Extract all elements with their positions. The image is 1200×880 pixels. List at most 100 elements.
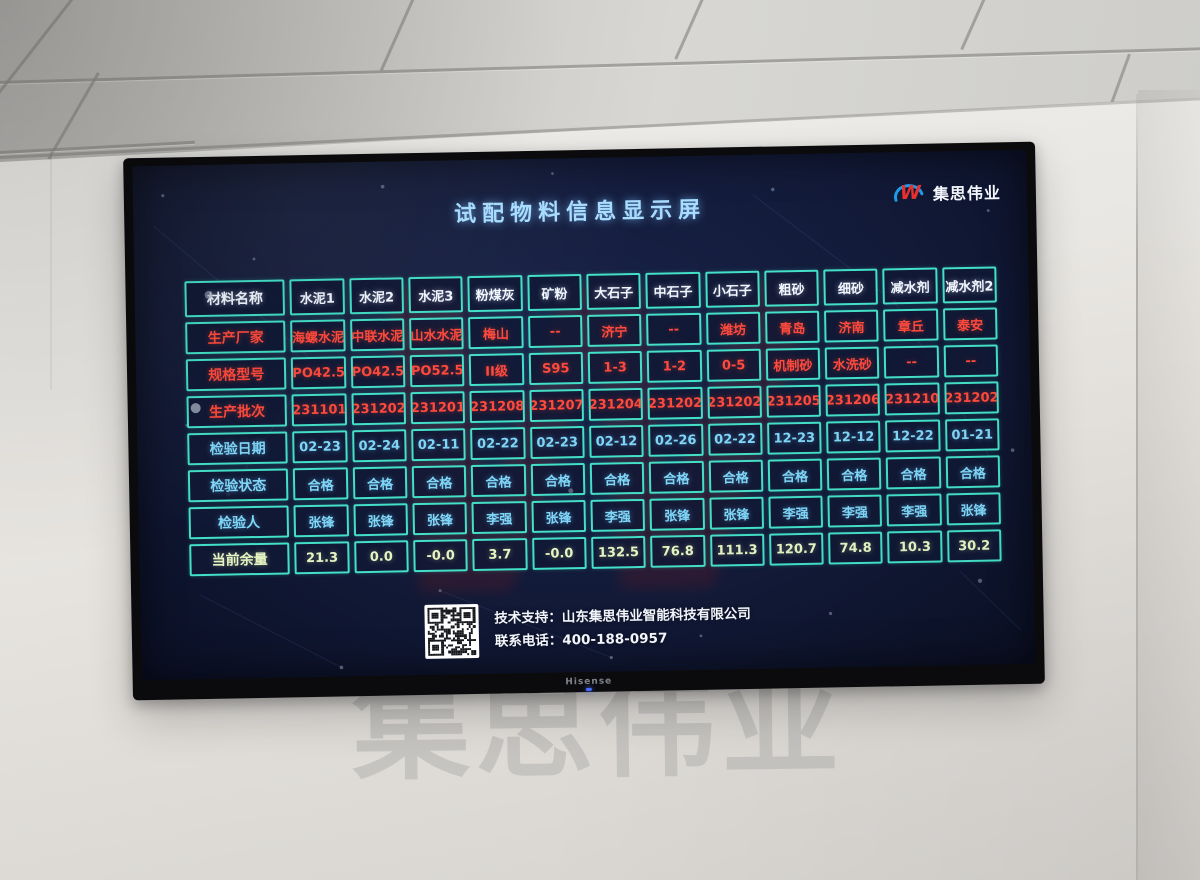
table-cell: -- — [527, 315, 583, 349]
row-label: 当前余量 — [189, 542, 291, 577]
table-cell: 合格 — [471, 464, 526, 498]
table-cell: 海螺水泥 — [290, 319, 346, 353]
table-cell: 张锋 — [293, 504, 349, 538]
table-cell: 132.5 — [591, 535, 646, 569]
qr-code — [424, 603, 480, 659]
row-label: 检验人 — [188, 505, 290, 540]
tv: W 试配物料信息显示屏 W 集思伟业 材料名称 水泥1 水泥2 水泥3 粉煤灰 矿粉 大石子… — [123, 141, 1045, 701]
table-cell: -0.0 — [531, 536, 587, 570]
table-cell: 机制砂 — [765, 347, 821, 381]
table-header-cell: 粉煤灰 — [467, 275, 523, 313]
footer-support-line: 技术支持：山东集思伟业智能科技有限公司 — [494, 606, 751, 627]
table-header-cell: 中石子 — [645, 271, 701, 309]
table-cell: 济宁 — [586, 313, 642, 347]
table-header-cell: 减水剂2 — [941, 266, 997, 304]
table-cell: 合格 — [826, 457, 882, 491]
ceiling-groove — [960, 0, 987, 51]
table-cell: 02-11 — [411, 428, 467, 462]
ceiling — [0, 0, 1200, 162]
table-cell: 合格 — [293, 467, 349, 501]
row-label: 检验日期 — [187, 431, 289, 466]
ceiling-groove — [674, 0, 705, 60]
table-corner-header: 材料名称 — [184, 279, 286, 318]
table-cell: 李强 — [886, 493, 942, 527]
table-header-cell: 小石子 — [704, 270, 760, 308]
brand-logo: W 集思伟业 — [892, 176, 1002, 208]
table-header-cell: 粗砂 — [764, 269, 820, 307]
table-cell: 济南 — [824, 309, 880, 343]
brand-logo-icon: W — [893, 182, 924, 204]
table-cell: 111.3 — [709, 533, 765, 567]
table-cell: 中联水泥 — [349, 318, 405, 352]
table-cell: 水洗砂 — [824, 346, 880, 380]
table-cell: 02-26 — [648, 423, 704, 457]
table-cell: 231204 — [588, 387, 644, 421]
table-cell: 李强 — [471, 501, 527, 535]
table-cell: 合格 — [767, 458, 823, 492]
table-cell: 3.7 — [472, 538, 528, 572]
table-cell: 02-12 — [589, 424, 644, 458]
table-cell: 12-22 — [885, 419, 941, 453]
table-cell: PO42.5 — [291, 356, 347, 390]
row-label: 生产批次 — [186, 394, 288, 429]
table-cell: -- — [943, 344, 999, 378]
svg-text:W: W — [900, 182, 922, 204]
ceiling-groove — [379, 0, 416, 72]
brand-logo-text: 集思伟业 — [932, 183, 1002, 204]
table-cell: 02-24 — [351, 429, 407, 463]
table-cell: 李强 — [827, 494, 883, 528]
table-cell: 74.8 — [828, 531, 884, 565]
table-cell: 231207 — [529, 389, 584, 422]
table-cell: 231202 — [647, 386, 703, 420]
row-label: 规格型号 — [185, 357, 287, 392]
table-cell: 合格 — [886, 456, 941, 490]
table-cell: 1-2 — [646, 349, 702, 383]
table-cell: 合格 — [945, 455, 1001, 489]
wall-corner-shade — [1138, 90, 1200, 880]
table-cell: 合格 — [530, 462, 586, 496]
table-cell: 12-23 — [766, 421, 822, 455]
footer-text: 技术支持：山东集思伟业智能科技有限公司 联系电话：400-188-0957 — [494, 603, 751, 654]
table-cell: 02-23 — [292, 430, 348, 464]
table-cell: 231202 — [706, 385, 762, 419]
row-label: 生产厂家 — [185, 320, 287, 355]
table-cell: 231205 — [766, 384, 822, 418]
table-cell: 231202 — [944, 381, 999, 415]
table-cell: -0.0 — [413, 539, 469, 573]
materials-table: 材料名称 水泥1 水泥2 水泥3 粉煤灰 矿粉 大石子 中石子 小石子 粗砂 细砂 减水剂 减水剂2 生产… — [184, 266, 1002, 577]
table-cell: -- — [884, 345, 939, 379]
table-cell: 231210 — [884, 382, 940, 416]
wall-left-shade — [50, 150, 52, 390]
power-led-icon — [585, 687, 592, 692]
table-header-cell: 水泥2 — [349, 277, 405, 315]
table-cell: 231206 — [825, 383, 881, 417]
table-cell: 张锋 — [946, 492, 1001, 526]
table-cell: 02-22 — [470, 427, 526, 461]
table-header-cell: 矿粉 — [526, 274, 582, 312]
table-cell: 张锋 — [708, 496, 764, 530]
table-cell: 合格 — [352, 466, 408, 500]
table-cell: 张锋 — [353, 503, 409, 537]
table-cell: 合格 — [648, 460, 704, 494]
table-cell: S95 — [528, 352, 584, 386]
table-cell: 张锋 — [531, 499, 586, 533]
screen: W 试配物料信息显示屏 W 集思伟业 材料名称 水泥1 水泥2 水泥3 粉煤灰 矿粉 大石子… — [132, 149, 1036, 681]
table-cell: 1-3 — [587, 350, 643, 384]
particle-dot-icon — [568, 488, 574, 494]
table-cell: 青岛 — [764, 310, 820, 344]
table-header-cell: 水泥1 — [289, 278, 345, 316]
table-cell: 合格 — [411, 465, 467, 499]
table-cell: 合格 — [708, 459, 764, 493]
table-cell: 231101 — [291, 393, 347, 427]
table-cell: 76.8 — [650, 534, 706, 568]
table-cell: 120.7 — [768, 532, 824, 566]
table-cell: 21.3 — [294, 541, 350, 575]
table-cell: 李强 — [768, 495, 824, 529]
table-cell: 231208 — [469, 390, 525, 424]
table-cell: 0.0 — [353, 540, 409, 574]
table-cell: 合格 — [589, 461, 645, 495]
table-cell: 李强 — [590, 498, 646, 532]
table-cell: 01-21 — [944, 418, 1000, 452]
table-cell: 12-12 — [826, 420, 882, 454]
